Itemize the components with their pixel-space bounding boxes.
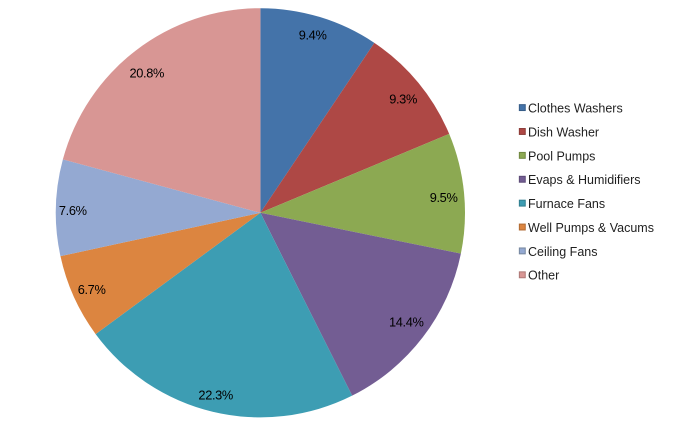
svg-text:Furnace Fans: Furnace Fans [528,197,605,211]
svg-text:22.3%: 22.3% [198,388,233,403]
svg-text:Evaps & Humidifiers: Evaps & Humidifiers [528,173,641,187]
svg-text:Dish Washer: Dish Washer [528,125,599,139]
svg-text:20.8%: 20.8% [130,65,165,80]
svg-text:9.5%: 9.5% [430,190,458,205]
svg-text:Pool Pumps: Pool Pumps [528,149,595,163]
svg-text:7.6%: 7.6% [59,203,87,218]
svg-text:9.3%: 9.3% [389,91,417,106]
svg-text:9.4%: 9.4% [299,28,327,43]
svg-text:Ceiling Fans: Ceiling Fans [528,245,597,259]
svg-text:Other: Other [528,269,559,283]
svg-text:Well Pumps & Vacums: Well Pumps & Vacums [528,221,654,235]
svg-text:Clothes Washers: Clothes Washers [528,102,623,116]
svg-text:14.4%: 14.4% [389,314,424,329]
svg-text:6.7%: 6.7% [78,282,106,297]
